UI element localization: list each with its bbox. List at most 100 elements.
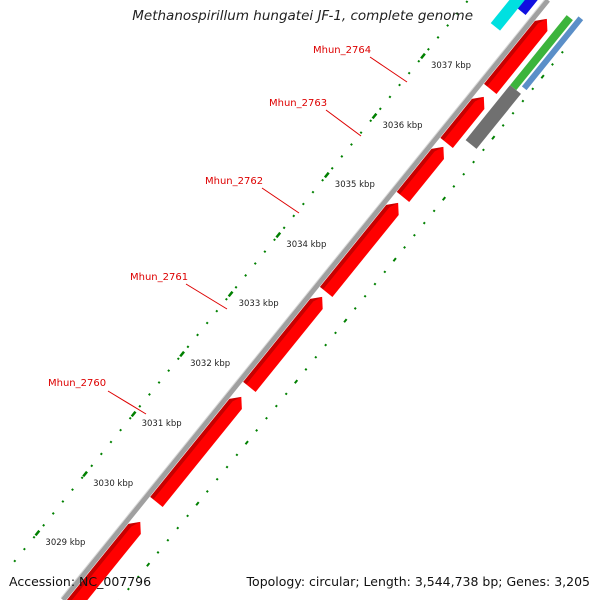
backbone-line	[61, 0, 550, 600]
outer-tick	[235, 453, 239, 457]
outer-tick	[373, 282, 377, 286]
outer-tick	[244, 440, 249, 445]
tick-label: 3032 kbp	[190, 359, 230, 369]
gene-block-mhun-2764	[465, 85, 521, 149]
genome-stats: Topology: circular; Length: 3,544,738 bp…	[246, 574, 590, 589]
gene-arrow-mhun-2763-b	[440, 96, 485, 148]
outer-tick	[472, 160, 475, 164]
inner-tick	[340, 155, 344, 158]
outer-tick	[482, 148, 485, 152]
major-tick	[227, 290, 234, 298]
inner-tick	[263, 250, 267, 254]
gene-arrow-mhun-2760	[150, 396, 242, 507]
inner-tick	[350, 143, 353, 146]
inner-tick	[138, 404, 142, 408]
gene-label: Mhun_2760	[48, 378, 106, 389]
outer-tick	[353, 307, 357, 310]
outer-tick	[294, 379, 299, 384]
gene-label: Mhun_2761	[130, 272, 188, 283]
gene-arrow-mhun-2761-shade	[243, 296, 323, 385]
tick-label: 3029 kbp	[45, 538, 85, 548]
inner-tick	[292, 214, 296, 218]
outer-tick	[255, 429, 259, 432]
outer-tick	[413, 233, 416, 237]
gene-arrow-mhun-2763-a	[396, 146, 444, 202]
outer-tick-ring	[118, 50, 564, 600]
length-label: Length:	[363, 574, 411, 589]
inner-tick	[51, 512, 55, 515]
inner-tick	[398, 83, 401, 87]
outer-tick	[314, 355, 318, 359]
gene-arrow-mhun-2763-a-shade	[396, 146, 444, 195]
genes-label: Genes:	[506, 574, 551, 589]
inner-tick	[157, 381, 161, 384]
gene-arrow-mhun-2762	[319, 202, 399, 297]
gene-arrow-mhun-2763-b-shade	[440, 96, 484, 141]
outer-tick	[511, 111, 515, 115]
outer-tick	[265, 416, 268, 420]
tick-label: 3030 kbp	[93, 479, 133, 489]
inner-tick	[119, 428, 122, 432]
gene-label: Mhun_2763	[269, 98, 327, 109]
outer-tick	[186, 514, 189, 518]
backbone-highlight	[60, 0, 546, 599]
gene-arrow-red-top	[484, 18, 548, 94]
outer-tick	[383, 270, 387, 274]
inner-tick	[90, 464, 94, 468]
genes-value: 3,205	[554, 574, 590, 589]
major-tick	[371, 112, 378, 120]
gene-arrow-red	[66, 521, 141, 600]
tick-label: 3034 kbp	[286, 240, 326, 250]
outer-tick	[127, 587, 130, 591]
outer-tick	[441, 196, 447, 201]
gene-arrow-red-top-shade	[484, 18, 547, 87]
inner-tick	[273, 238, 276, 242]
inner-tick	[465, 0, 469, 4]
inner-tick	[455, 12, 459, 16]
outer-tick	[531, 87, 535, 91]
gene-label-leader	[325, 109, 362, 137]
major-tick	[323, 171, 330, 179]
outer-tick	[422, 221, 426, 225]
inner-tick	[436, 36, 440, 39]
gene-label-leader	[185, 283, 228, 310]
outer-tick	[324, 343, 328, 347]
outer-tick	[363, 294, 367, 298]
inner-tick	[388, 95, 392, 99]
outer-tick	[462, 172, 466, 176]
outer-tick	[136, 575, 140, 579]
inner-tick	[253, 262, 257, 265]
map-title: Methanospirillum hungatei JF-1, complete…	[132, 8, 473, 24]
inner-tick	[42, 523, 46, 527]
inner-tick	[427, 47, 430, 51]
outer-tick	[166, 538, 170, 542]
major-tick	[82, 470, 88, 478]
inner-tick	[378, 107, 382, 111]
gene-block-green	[510, 15, 573, 91]
major-tick	[130, 410, 137, 418]
inner-tick	[369, 119, 373, 123]
inner-tick	[205, 321, 209, 325]
outer-tick	[521, 99, 525, 103]
accession-value: NC_007796	[79, 574, 152, 589]
inner-tick	[407, 71, 411, 75]
inner-tick	[99, 452, 103, 456]
outer-tick	[551, 63, 554, 66]
inner-tick	[80, 476, 84, 480]
inner-tick	[321, 178, 325, 182]
inner-tick	[128, 416, 132, 420]
gene-label: Mhun_2764	[313, 45, 371, 56]
tick-label: 3035 kbp	[335, 180, 375, 190]
outer-tick	[343, 318, 348, 323]
gene-arrow-mhun-2762-shade	[319, 202, 399, 290]
tick-label: 3031 kbp	[142, 419, 182, 429]
outer-tick	[501, 124, 505, 127]
outer-tick	[392, 257, 397, 262]
gene-label-leader	[261, 187, 300, 214]
inner-tick	[176, 357, 180, 361]
inner-tick	[311, 190, 315, 194]
inner-tick	[446, 24, 450, 27]
tick-label: 3036 kbp	[382, 121, 422, 131]
inner-tick	[330, 166, 334, 170]
